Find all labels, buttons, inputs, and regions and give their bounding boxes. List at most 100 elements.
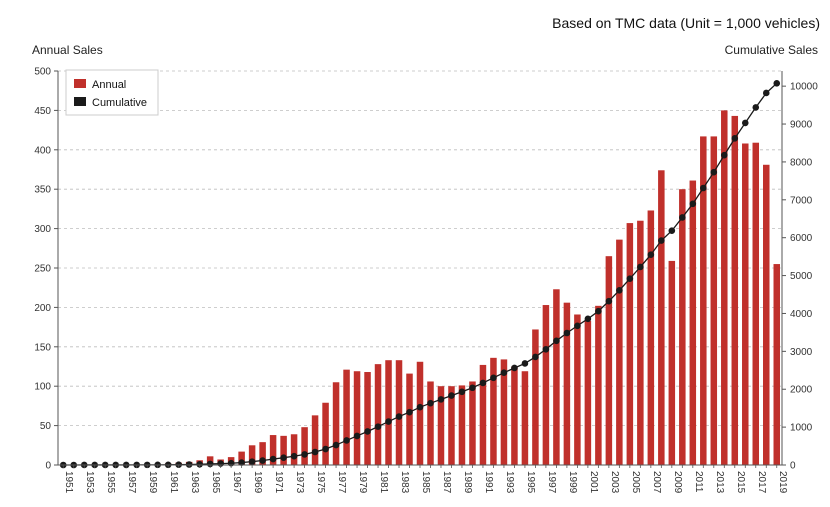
cumulative-point-2006 (637, 263, 644, 271)
bar-1992 (490, 357, 497, 465)
cumulative-point-1997 (542, 345, 550, 353)
y-tick-label: 100 (34, 382, 51, 393)
cumulative-point-1965 (206, 460, 214, 468)
y2-tick-label: 8000 (790, 157, 813, 168)
bar-1976 (322, 402, 329, 465)
x-tick-label: 2015 (735, 471, 746, 494)
cumulative-point-2012 (700, 184, 707, 192)
bar-1969 (248, 445, 256, 465)
bar-1975 (311, 415, 319, 465)
y2-tick-label: 3000 (790, 347, 813, 358)
cumulative-point-1981 (374, 423, 382, 430)
x-tick-label: 2007 (651, 471, 662, 494)
y-tick-label: 150 (34, 342, 51, 353)
cumulative-point-1984 (406, 408, 413, 416)
cumulative-point-2013 (710, 168, 718, 176)
y-tick-label: 250 (34, 264, 51, 275)
y-tick-label: 400 (34, 145, 51, 156)
bar-2015 (731, 115, 739, 465)
bar-1994 (511, 366, 518, 465)
y-tick-label: 450 (34, 106, 51, 117)
legend-annual-swatch (74, 79, 86, 88)
x-tick-label: 2011 (693, 471, 704, 493)
legend-annual-label: Annual (92, 79, 126, 91)
y2-tick-label: 2000 (790, 385, 813, 396)
bar-2009 (668, 260, 676, 465)
y2-tick-label: 7000 (790, 195, 813, 206)
bar-2006 (637, 220, 644, 465)
y2-axis-title: Cumulative Sales (725, 43, 818, 57)
cumulative-point-1994 (511, 364, 518, 372)
cumulative-point-1995 (521, 360, 529, 367)
cumulative-point-1987 (437, 396, 445, 403)
x-tick-label: 1989 (462, 471, 473, 494)
x-tick-label: 1963 (189, 471, 200, 494)
bar-1995 (521, 371, 529, 465)
bar-2008 (658, 170, 665, 465)
cumulative-point-1993 (500, 369, 508, 377)
cumulative-point-1970 (259, 457, 266, 464)
cumulative-point-2016 (741, 119, 749, 127)
x-tick-label: 1983 (399, 471, 410, 494)
bar-1977 (332, 382, 340, 465)
bar-1985 (416, 361, 424, 465)
cumulative-point-2001 (584, 315, 592, 323)
cumulative-point-1980 (364, 428, 371, 435)
annual-bars (59, 110, 781, 466)
cumulative-point-1985 (416, 403, 424, 411)
cumulative-point-2008 (658, 237, 665, 244)
x-tick-label: 1965 (210, 471, 221, 494)
y-axis-title: Annual Sales (32, 43, 103, 57)
x-tick-label: 2009 (672, 471, 683, 494)
y2-tick-label: 4000 (790, 309, 813, 320)
cumulative-point-1986 (427, 399, 434, 407)
cumulative-point-2014 (720, 151, 728, 159)
cumulative-point-1991 (479, 379, 487, 387)
x-tick-label: 1995 (525, 471, 536, 494)
cumulative-point-1992 (490, 374, 497, 382)
bar-1998 (553, 289, 560, 465)
x-tick-label: 1955 (105, 471, 116, 494)
cumulative-point-2010 (679, 214, 686, 221)
bar-1987 (437, 386, 445, 465)
cumulative-point-2007 (647, 251, 655, 259)
y2-tick-label: 5000 (790, 271, 813, 282)
y-tick-label: 500 (34, 67, 51, 78)
axes: 0501001502002503003504004505000100020003… (34, 67, 818, 494)
cumulative-point-1968 (238, 459, 245, 466)
x-tick-label: 1981 (378, 471, 389, 494)
cumulative-point-2019 (773, 80, 781, 87)
bar-1990 (469, 381, 476, 465)
x-tick-label: 1991 (483, 471, 494, 494)
x-tick-label: 1997 (546, 471, 557, 494)
bar-2018 (763, 164, 770, 465)
bar-2001 (584, 320, 592, 465)
cumulative-point-1975 (311, 448, 319, 456)
x-tick-label: 1999 (567, 471, 578, 494)
bar-1983 (395, 360, 403, 465)
legend-cumulative-label: Cumulative (92, 97, 147, 109)
cumulative-point-1996 (532, 353, 539, 361)
cumulative-point-1972 (280, 454, 287, 461)
bar-1989 (458, 385, 466, 465)
y2-tick-label: 6000 (790, 233, 813, 244)
x-tick-label: 1957 (126, 471, 137, 494)
x-tick-label: 1953 (84, 471, 95, 494)
x-tick-label: 2005 (630, 471, 641, 494)
y-tick-label: 300 (34, 224, 51, 235)
bar-1982 (385, 360, 392, 465)
cumulative-point-2018 (762, 89, 770, 97)
bar-2003 (605, 256, 613, 465)
bar-1968 (238, 451, 245, 465)
bar-1974 (301, 427, 308, 465)
cumulative-point-1964 (196, 460, 203, 468)
x-tick-label: 1961 (168, 471, 179, 494)
cumulative-point-1998 (553, 337, 560, 345)
x-tick-label: 2003 (609, 471, 620, 494)
legend-cumulative-swatch (74, 97, 86, 106)
cumulative-point-2011 (689, 200, 697, 208)
x-tick-label: 1959 (147, 471, 158, 494)
cumulative-point-1979 (353, 432, 361, 440)
y2-tick-label: 9000 (790, 120, 813, 131)
cumulative-point-1976 (322, 445, 329, 453)
